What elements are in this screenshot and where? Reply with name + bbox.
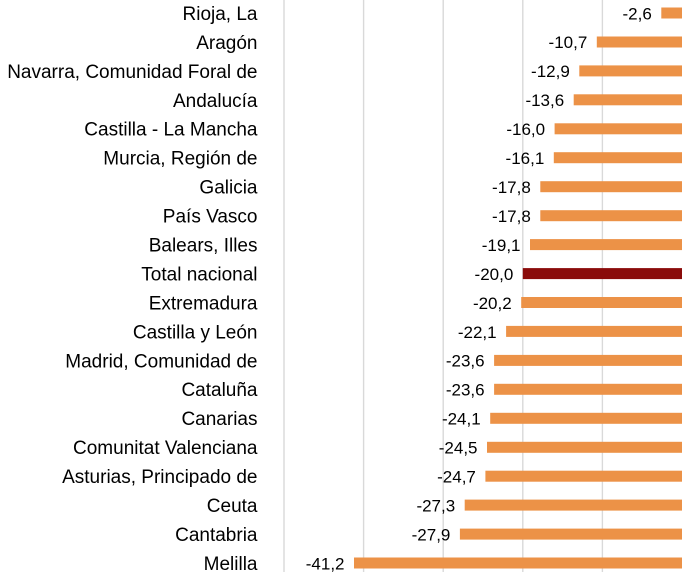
svg-text:-23,6: -23,6 xyxy=(446,381,485,400)
svg-text:-17,8: -17,8 xyxy=(492,178,531,197)
svg-text:Comunitat Valenciana: Comunitat Valenciana xyxy=(73,438,258,459)
svg-text:-20,2: -20,2 xyxy=(473,294,512,313)
svg-text:Total nacional: Total nacional xyxy=(141,264,257,285)
svg-text:Castilla - La Mancha: Castilla - La Mancha xyxy=(84,120,258,141)
svg-text:-17,8: -17,8 xyxy=(492,207,531,226)
svg-text:-27,3: -27,3 xyxy=(416,496,455,515)
svg-text:Navarra, Comunidad Foral de: Navarra, Comunidad Foral de xyxy=(7,62,257,83)
svg-text:Andalucía: Andalucía xyxy=(173,91,258,112)
svg-text:-12,9: -12,9 xyxy=(531,62,570,81)
svg-text:Aragón: Aragón xyxy=(196,33,257,54)
svg-text:-16,1: -16,1 xyxy=(506,149,545,168)
svg-text:Melilla: Melilla xyxy=(204,554,258,572)
svg-text:Asturias, Principado de: Asturias, Principado de xyxy=(62,467,257,488)
svg-text:Cantabria: Cantabria xyxy=(175,525,258,546)
svg-text:Balears, Illes: Balears, Illes xyxy=(149,236,258,257)
svg-text:-2,6: -2,6 xyxy=(623,4,652,23)
svg-text:-10,7: -10,7 xyxy=(549,33,588,52)
svg-text:-22,1: -22,1 xyxy=(458,323,497,342)
svg-text:Rioja, La: Rioja, La xyxy=(183,4,258,25)
svg-text:Murcia, Región de: Murcia, Región de xyxy=(103,149,257,170)
svg-text:-23,6: -23,6 xyxy=(446,352,485,371)
svg-text:País Vasco: País Vasco xyxy=(163,207,258,228)
svg-text:-24,5: -24,5 xyxy=(439,439,478,458)
svg-text:-41,2: -41,2 xyxy=(306,554,345,572)
svg-text:Canarias: Canarias xyxy=(181,409,257,430)
svg-text:-27,9: -27,9 xyxy=(412,525,451,544)
svg-text:Ceuta: Ceuta xyxy=(207,496,258,517)
svg-text:-16,0: -16,0 xyxy=(506,120,545,139)
svg-text:-24,1: -24,1 xyxy=(442,410,481,429)
svg-text:Extremadura: Extremadura xyxy=(149,293,258,314)
svg-text:Castilla y León: Castilla y León xyxy=(133,322,258,343)
svg-text:-20,0: -20,0 xyxy=(475,265,514,284)
svg-text:Galicia: Galicia xyxy=(199,178,258,199)
svg-text:-24,7: -24,7 xyxy=(437,468,476,487)
svg-text:Cataluña: Cataluña xyxy=(181,380,257,401)
svg-text:-19,1: -19,1 xyxy=(482,236,521,255)
svg-text:-13,6: -13,6 xyxy=(525,91,564,110)
svg-text:Madrid, Comunidad de: Madrid, Comunidad de xyxy=(65,351,257,372)
